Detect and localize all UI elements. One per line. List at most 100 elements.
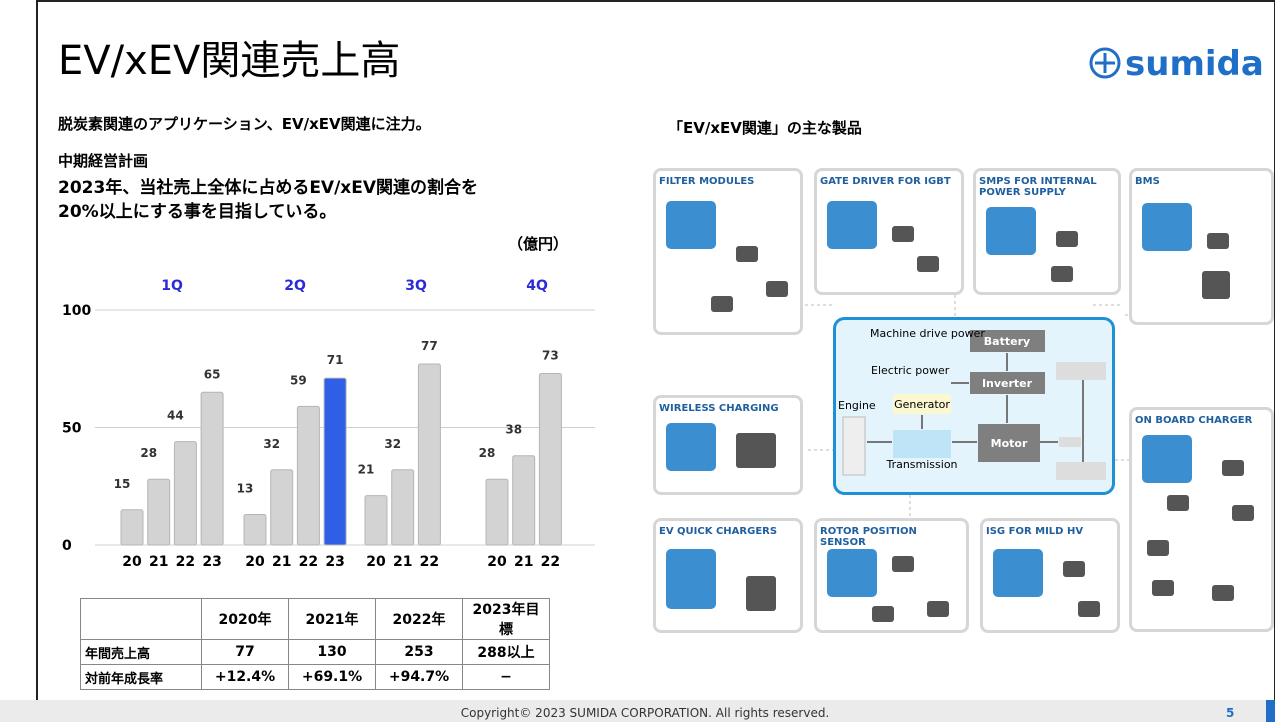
icon (1222, 460, 1244, 476)
product-box: WIRELESS CHARGING (653, 395, 803, 495)
icon (746, 576, 776, 611)
group-label: 3Q (405, 278, 427, 294)
label: Transmission (885, 458, 957, 471)
x-tick-label: 23 (202, 554, 221, 570)
icon (892, 226, 914, 242)
icon (827, 201, 877, 249)
value-label: 13 (237, 481, 254, 495)
product-box: ON BOARD CHARGER (1129, 407, 1274, 632)
system-diagram: Machine drive power Battery Electric pow… (833, 317, 1115, 495)
group-label: 1Q (161, 278, 183, 294)
product-box: EV QUICK CHARGERS (653, 518, 803, 633)
icon (766, 281, 788, 297)
y-tick-label: 100 (62, 303, 91, 319)
y-tick-label: 0 (62, 538, 72, 554)
label: Engine (838, 399, 876, 412)
value-label: 32 (384, 437, 401, 451)
product-title: ISG FOR MILD HV (986, 526, 1114, 537)
accent (1266, 700, 1275, 722)
icon (872, 606, 894, 622)
table: 2020年 2021年 2022年 2023年目標 年間売上高 77 130 2… (80, 598, 550, 690)
x-tick-label: 20 (487, 554, 507, 570)
logo-mark (1095, 53, 1115, 73)
icon (1142, 203, 1192, 251)
product-title: EV QUICK CHARGERS (659, 526, 797, 537)
value-label: 77 (421, 339, 438, 353)
bar (244, 514, 266, 545)
value-label: 65 (204, 367, 221, 381)
cell: 2023年目標 (463, 599, 550, 640)
value-label: 28 (479, 446, 496, 460)
value-label: 28 (140, 446, 157, 460)
cell: +94.7% (376, 665, 463, 690)
cell: 77 (202, 640, 289, 665)
icon (1078, 601, 1100, 617)
label: Inverter (982, 377, 1033, 390)
icon (1232, 505, 1254, 521)
cell: 2021年 (289, 599, 376, 640)
cell (81, 599, 202, 640)
group-label: 2Q (284, 278, 306, 294)
wheel (1056, 362, 1106, 380)
icon (736, 433, 776, 468)
x-tick-label: 21 (514, 554, 533, 570)
value-label: 44 (167, 409, 184, 423)
product-title: WIRELESS CHARGING (659, 403, 797, 414)
logo-text: sumida (1125, 44, 1264, 84)
icon (1202, 271, 1230, 299)
product-title: ON BOARD CHARGER (1135, 415, 1268, 426)
label: Machine drive power (870, 327, 985, 340)
value-label: 21 (358, 463, 375, 477)
icon (1167, 495, 1189, 511)
icon (1152, 580, 1174, 596)
icon (1212, 585, 1234, 601)
bar (148, 479, 170, 545)
bar (392, 470, 414, 545)
x-tick-label: 21 (149, 554, 168, 570)
engine-icon (843, 417, 865, 475)
icon (1147, 540, 1169, 556)
icon (711, 296, 733, 312)
value-label: 38 (505, 423, 522, 437)
product-title: FILTER MODULES (659, 176, 797, 187)
icon (666, 549, 716, 609)
bar (297, 406, 319, 545)
cell: 288以上 (463, 640, 550, 665)
cell: 130 (289, 640, 376, 665)
cell: − (463, 665, 550, 690)
cell: +12.4% (202, 665, 289, 690)
icon (986, 207, 1036, 255)
icon (1051, 266, 1073, 282)
product-title: ROTOR POSITION SENSOR (820, 526, 963, 548)
value-label: 59 (290, 373, 307, 387)
cell: 対前年成長率 (81, 665, 202, 690)
icon (1063, 561, 1085, 577)
value-label: 32 (263, 437, 280, 451)
x-tick-label: 23 (325, 554, 344, 570)
x-tick-label: 22 (541, 554, 560, 570)
product-box: SMPS FOR INTERNAL POWER SUPPLY (973, 168, 1121, 295)
icon (827, 549, 877, 597)
bar (271, 470, 293, 545)
cell: 2020年 (202, 599, 289, 640)
bar (121, 510, 143, 545)
product-box: GATE DRIVER FOR IGBT (814, 168, 964, 295)
bar (539, 373, 561, 545)
wheel (1056, 462, 1106, 480)
x-tick-label: 21 (393, 554, 412, 570)
bar (486, 479, 508, 545)
icon (666, 201, 716, 249)
icon (1056, 231, 1078, 247)
cell: +69.1% (289, 665, 376, 690)
x-tick-label: 20 (245, 554, 265, 570)
cell: 253 (376, 640, 463, 665)
x-tick-label: 21 (272, 554, 291, 570)
products-heading: 「EV/xEV関連」の主な製品 (668, 117, 862, 138)
y-tick-label: 50 (62, 421, 82, 437)
icon (917, 256, 939, 272)
product-box: FILTER MODULES (653, 168, 803, 335)
group-label: 4Q (526, 278, 548, 294)
label: Motor (991, 437, 1028, 450)
x-tick-label: 22 (299, 554, 318, 570)
cell: 年間売上高 (81, 640, 202, 665)
